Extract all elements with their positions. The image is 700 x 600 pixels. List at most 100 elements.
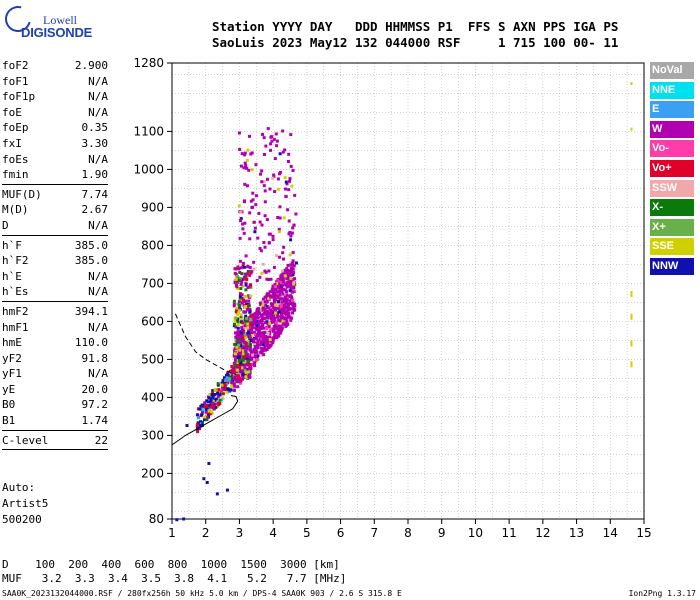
param-name: B1: [2, 414, 16, 428]
echo-point: [282, 298, 286, 302]
echo-point: [248, 341, 252, 345]
echo-point: [241, 321, 245, 325]
echo-point: [274, 287, 278, 291]
echo-point: [272, 299, 276, 303]
y-tick-label: 400: [141, 390, 164, 404]
echo-point: [253, 345, 257, 349]
echo-point: [214, 405, 218, 409]
echo-point: [239, 331, 243, 335]
echo-point: [218, 401, 222, 405]
echo-point: [283, 274, 287, 278]
echo-point: [228, 369, 232, 373]
x-tick-label: 6: [337, 526, 345, 540]
echo-point: [216, 401, 220, 405]
echo-point: [291, 303, 295, 307]
echo-point: [209, 405, 213, 409]
echo-point: [263, 330, 267, 334]
echo-point: [258, 312, 262, 316]
echo-point: [291, 273, 295, 277]
y-tick-label: 1000: [133, 162, 164, 176]
echo-point: [244, 372, 248, 376]
echo-point: [254, 194, 258, 198]
echo-point: [266, 127, 270, 131]
echo-point: [272, 317, 276, 321]
echo-point: [284, 309, 288, 313]
echo-point: [291, 301, 295, 305]
echo-point: [255, 344, 259, 348]
echo-point: [243, 161, 247, 165]
param-row: yE 20.0: [2, 382, 108, 398]
echo-point: [274, 280, 278, 284]
echo-point: [244, 375, 248, 379]
echo-point: [232, 379, 236, 383]
echo-point: [277, 306, 281, 310]
echo-point: [263, 214, 267, 218]
echo-point: [218, 393, 222, 397]
echo-point: [293, 193, 297, 197]
echo-point: [267, 269, 271, 273]
param-row: foF2 2.900: [2, 58, 108, 74]
param-name: M(D): [2, 203, 29, 217]
echo-point: [286, 274, 290, 278]
param-value: 3.30: [81, 136, 109, 150]
echo-point: [246, 272, 250, 276]
echo-point: [275, 335, 279, 339]
echo-point: [237, 204, 241, 208]
y-tick-label: 1100: [133, 124, 164, 138]
echo-point: [278, 277, 282, 281]
param-name: C-level: [2, 433, 49, 447]
marker-point: [630, 82, 633, 85]
echo-point: [248, 362, 252, 366]
echo-point: [260, 326, 264, 330]
echo-point: [280, 316, 284, 320]
echo-point: [250, 328, 254, 332]
echo-point: [259, 249, 263, 253]
echo-point: [248, 355, 252, 359]
param-row: foEs N/A: [2, 152, 108, 168]
echo-point: [259, 334, 263, 338]
echo-point: [276, 187, 280, 191]
echo-point: [276, 177, 280, 181]
echo-point: [262, 184, 266, 188]
echo-point: [245, 326, 249, 330]
param-row: foF1p N/A: [2, 89, 108, 105]
echo-point: [288, 299, 292, 303]
y-tick-label: 300: [141, 428, 164, 442]
y-tick-label: 900: [141, 200, 164, 214]
echo-point: [273, 303, 277, 307]
echo-point: [238, 276, 242, 280]
legend-item-nnw: NNW: [650, 257, 694, 275]
echo-point: [274, 298, 278, 302]
echo-point: [291, 251, 295, 255]
echo-point: [254, 314, 258, 318]
echo-point: [291, 168, 295, 172]
param-value: 0.35: [81, 121, 109, 135]
echo-point: [248, 237, 252, 241]
echo-point: [249, 357, 253, 361]
echo-point: [258, 301, 262, 305]
polarization-legend: NoVal NNE E W Vo- Vo+ SSW X- X+ SSE NNW: [650, 62, 694, 278]
echo-point: [269, 341, 273, 345]
echo-point: [280, 288, 284, 292]
echo-point: [277, 324, 281, 328]
x-tick-label: 12: [535, 526, 550, 540]
param-value: N/A: [88, 152, 108, 166]
echo-point: [271, 341, 275, 345]
echo-point: [278, 216, 282, 220]
echo-point: [233, 331, 237, 335]
x-tick-label: 9: [438, 526, 446, 540]
echo-point: [238, 147, 242, 151]
echo-point: [282, 323, 286, 327]
param-value: N/A: [88, 74, 108, 88]
param-name: foF1: [2, 74, 29, 88]
param-row: yF2 91.8: [2, 351, 108, 367]
echo-point: [281, 283, 285, 287]
echo-point: [211, 406, 215, 410]
echo-point: [241, 284, 245, 288]
echo-point: [234, 316, 238, 320]
echo-point: [290, 311, 294, 315]
echo-point: [265, 218, 269, 222]
echo-point: [286, 208, 290, 212]
echo-point: [240, 329, 244, 333]
echo-point: [248, 307, 252, 311]
